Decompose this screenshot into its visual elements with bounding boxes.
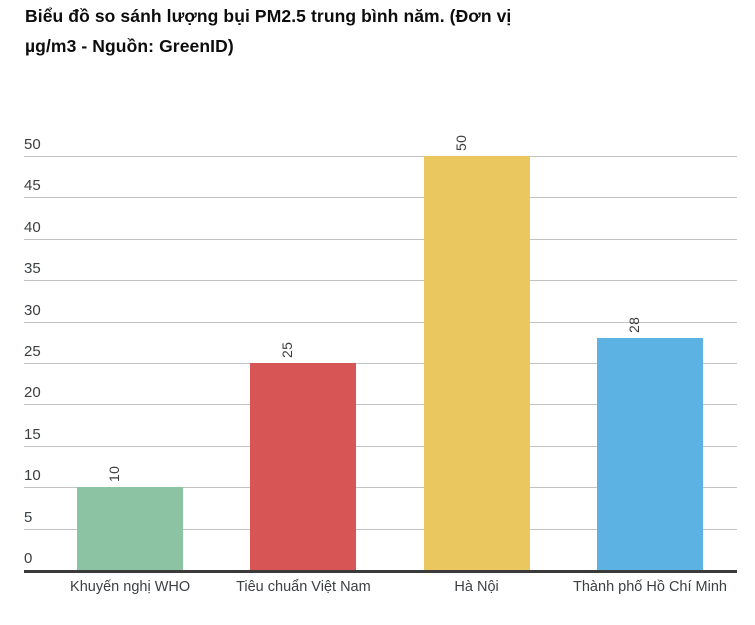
x-category-label: Khuyến nghị WHO xyxy=(70,579,191,595)
chart-title-line-2: µg/m3 - Nguồn: GreenID) xyxy=(25,36,234,56)
gridline xyxy=(24,445,737,447)
y-tick-label: 40 xyxy=(24,218,41,236)
y-tick-label: 20 xyxy=(24,384,41,402)
chart-title-line-1: Biểu đồ so sánh lượng bụi PM2.5 trung bì… xyxy=(25,6,512,26)
bar-value-label: 50 xyxy=(452,134,469,151)
chart-title: Biểu đồ so sánh lượng bụi PM2.5 trung bì… xyxy=(25,1,511,61)
bar xyxy=(597,338,703,570)
gridline xyxy=(24,156,737,157)
y-tick-label: 45 xyxy=(24,177,41,195)
gridline xyxy=(24,487,737,489)
x-category-label: Thành phố Hồ Chí Minh xyxy=(573,579,727,595)
gridline xyxy=(24,197,737,199)
bar xyxy=(423,156,530,570)
gridline xyxy=(24,404,737,406)
bar xyxy=(250,363,357,570)
y-tick-label: 25 xyxy=(24,343,41,360)
gridline xyxy=(24,238,737,240)
bar-value-label: 28 xyxy=(626,317,642,334)
y-tick-label: 0 xyxy=(24,550,33,567)
gridline xyxy=(24,528,737,530)
x-axis-line xyxy=(24,570,737,573)
x-category-label: Hà Nội xyxy=(454,579,499,595)
y-tick-label: 30 xyxy=(24,301,41,319)
x-category-label: Tiêu chuẩn Việt Nam xyxy=(236,579,371,595)
y-tick-label: 5 xyxy=(24,508,33,526)
y-tick-label: 50 xyxy=(24,136,41,153)
y-tick-label: 35 xyxy=(24,260,41,278)
gridline xyxy=(24,321,737,323)
y-tick-label: 10 xyxy=(24,467,41,485)
bar-value-label: 25 xyxy=(279,341,296,358)
bar xyxy=(77,487,184,570)
y-tick-label: 15 xyxy=(24,425,41,443)
gridline xyxy=(24,280,737,282)
bar-value-label: 10 xyxy=(106,466,123,483)
gridline xyxy=(24,363,737,364)
